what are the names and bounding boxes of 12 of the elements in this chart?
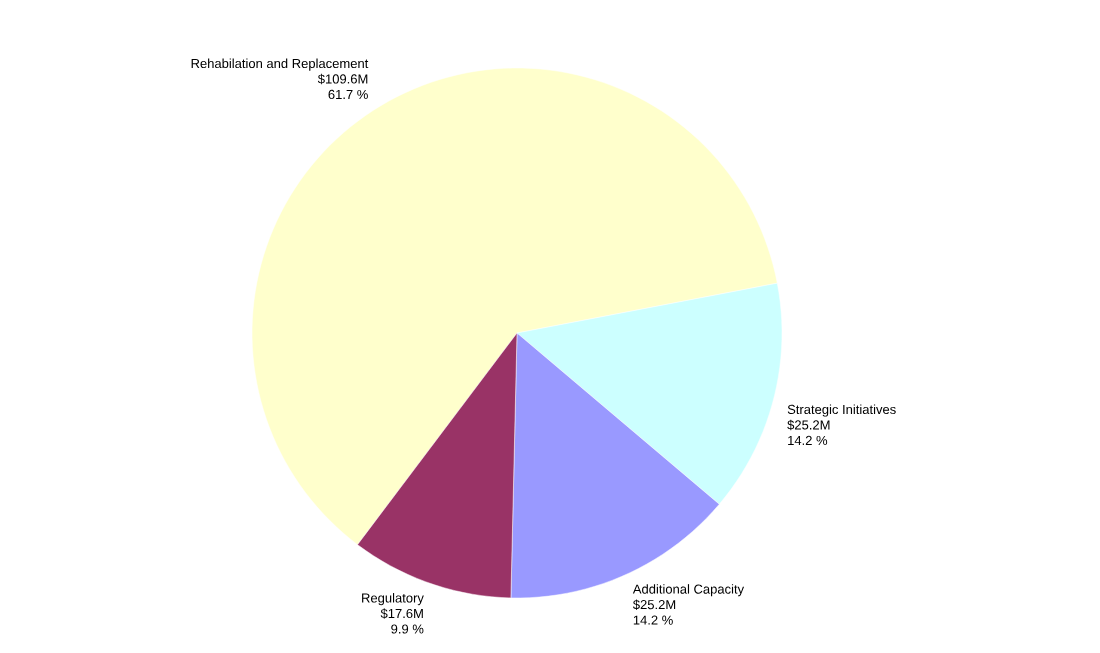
text: 14.2 % <box>788 435 828 445</box>
slice-label: Additional Capacity <box>632 584 745 597</box>
slice-label: Strategic Initiatives <box>787 404 896 417</box>
data-label: $25.2M <box>632 599 676 610</box>
text: 14.2 % <box>633 615 673 625</box>
text: 61.7 % <box>328 89 368 100</box>
slice-label: Rehabilation and Replacement <box>191 58 369 71</box>
slice-label: Regulatory <box>362 593 424 606</box>
data-label: $25.2M <box>787 419 830 431</box>
text: 9.9 % <box>391 624 424 634</box>
data-label: $109.6M <box>317 73 368 85</box>
data-label: $17.6M <box>380 608 423 619</box>
